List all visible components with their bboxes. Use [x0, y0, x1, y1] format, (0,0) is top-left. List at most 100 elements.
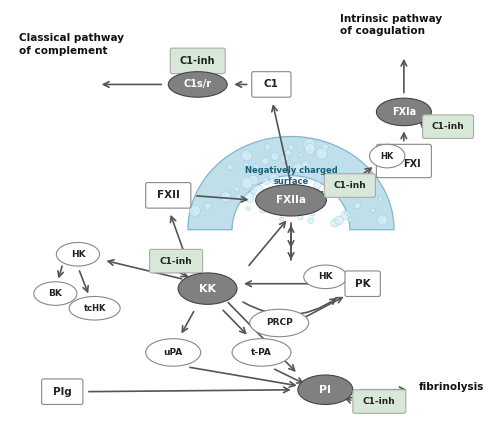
Text: HK: HK — [380, 152, 394, 160]
Ellipse shape — [168, 72, 227, 97]
Circle shape — [302, 161, 309, 168]
Text: C1-inh: C1-inh — [432, 122, 464, 131]
Circle shape — [331, 219, 339, 227]
Circle shape — [242, 150, 252, 161]
Circle shape — [371, 208, 376, 213]
Ellipse shape — [250, 309, 308, 337]
Circle shape — [248, 175, 258, 185]
Circle shape — [334, 216, 344, 224]
Circle shape — [204, 203, 212, 210]
Circle shape — [378, 196, 382, 200]
Text: uPA: uPA — [164, 348, 183, 357]
Circle shape — [354, 203, 360, 209]
Ellipse shape — [34, 282, 77, 305]
Circle shape — [282, 203, 291, 213]
Circle shape — [274, 196, 285, 207]
Text: BK: BK — [48, 289, 62, 298]
Text: FXIa: FXIa — [392, 107, 416, 117]
Circle shape — [344, 211, 348, 215]
Text: FXII: FXII — [157, 190, 180, 200]
Ellipse shape — [298, 375, 353, 405]
Circle shape — [334, 173, 342, 180]
Ellipse shape — [304, 265, 347, 289]
Ellipse shape — [69, 296, 120, 320]
Text: Classical pathway
of complement: Classical pathway of complement — [19, 34, 124, 56]
Text: fibrinolysis: fibrinolysis — [418, 382, 484, 392]
Text: Intrinsic pathway
of coagulation: Intrinsic pathway of coagulation — [340, 14, 442, 36]
Circle shape — [252, 185, 264, 196]
Circle shape — [377, 215, 388, 225]
Text: FXIIa: FXIIa — [276, 195, 306, 205]
Circle shape — [264, 144, 270, 150]
Circle shape — [328, 181, 337, 190]
FancyBboxPatch shape — [252, 72, 291, 97]
Polygon shape — [188, 136, 394, 230]
FancyBboxPatch shape — [376, 144, 432, 178]
Circle shape — [236, 194, 240, 199]
Circle shape — [260, 170, 265, 176]
Text: PRCP: PRCP — [266, 319, 292, 328]
Text: C1: C1 — [264, 80, 279, 89]
FancyBboxPatch shape — [42, 379, 83, 405]
Circle shape — [260, 206, 266, 213]
FancyBboxPatch shape — [170, 48, 225, 74]
Text: HK: HK — [318, 272, 332, 281]
FancyBboxPatch shape — [324, 174, 376, 197]
Text: Plg: Plg — [53, 387, 72, 397]
Circle shape — [304, 144, 316, 154]
Circle shape — [220, 192, 231, 202]
Text: Pl: Pl — [320, 385, 332, 395]
Ellipse shape — [178, 273, 237, 304]
Text: C1-inh: C1-inh — [334, 181, 366, 190]
Text: C1-inh: C1-inh — [160, 257, 192, 266]
Circle shape — [294, 187, 304, 197]
Ellipse shape — [256, 184, 326, 216]
Text: HK: HK — [70, 250, 86, 259]
Circle shape — [310, 212, 314, 216]
Circle shape — [190, 205, 200, 216]
Circle shape — [308, 218, 314, 224]
Text: C1s/r: C1s/r — [184, 80, 212, 89]
Circle shape — [250, 188, 256, 194]
Circle shape — [270, 174, 280, 184]
FancyBboxPatch shape — [146, 183, 191, 208]
Circle shape — [291, 200, 300, 209]
Circle shape — [306, 197, 316, 207]
Ellipse shape — [232, 339, 291, 366]
Text: Negatively charged
surface: Negatively charged surface — [244, 166, 338, 186]
Circle shape — [234, 187, 239, 192]
Circle shape — [292, 202, 303, 214]
FancyBboxPatch shape — [345, 271, 380, 296]
Circle shape — [341, 211, 350, 220]
Circle shape — [264, 191, 272, 200]
Circle shape — [262, 178, 270, 184]
Circle shape — [220, 194, 224, 199]
Text: tcHK: tcHK — [84, 304, 106, 313]
Circle shape — [304, 139, 315, 150]
Circle shape — [322, 144, 328, 150]
Circle shape — [271, 153, 279, 160]
Circle shape — [283, 209, 288, 214]
Circle shape — [246, 207, 250, 211]
Circle shape — [280, 217, 283, 221]
FancyBboxPatch shape — [422, 115, 474, 138]
Ellipse shape — [376, 98, 432, 126]
Circle shape — [316, 148, 328, 160]
Text: FXI: FXI — [403, 159, 420, 169]
Ellipse shape — [370, 144, 405, 168]
Circle shape — [288, 144, 294, 150]
Circle shape — [273, 178, 278, 182]
Text: PK: PK — [355, 279, 370, 289]
Circle shape — [298, 153, 303, 157]
FancyBboxPatch shape — [150, 249, 203, 273]
Circle shape — [258, 193, 266, 200]
Text: t-PA: t-PA — [251, 348, 272, 357]
Circle shape — [278, 200, 288, 211]
FancyBboxPatch shape — [353, 390, 406, 413]
Circle shape — [262, 157, 269, 165]
Circle shape — [244, 193, 254, 202]
Circle shape — [281, 154, 288, 163]
Text: KK: KK — [199, 284, 216, 294]
Circle shape — [285, 150, 292, 156]
Circle shape — [314, 181, 321, 189]
